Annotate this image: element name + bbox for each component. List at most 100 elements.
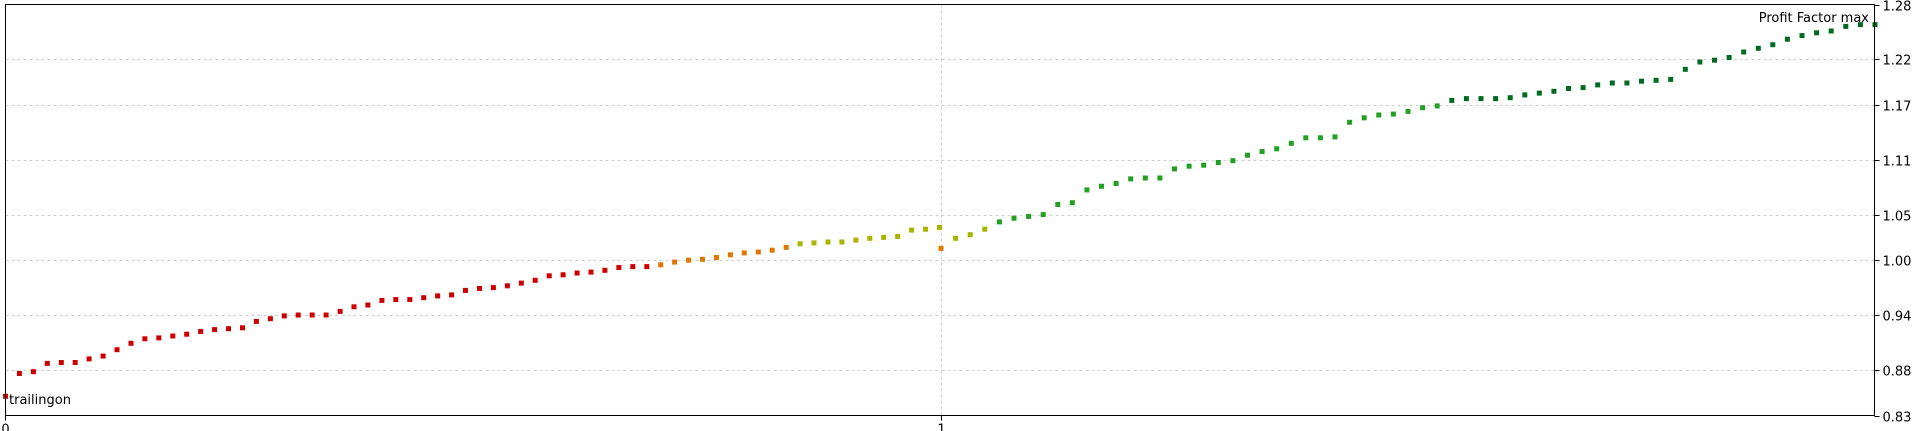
- data-point: [982, 226, 988, 232]
- data-point: [1653, 77, 1659, 83]
- x-tick-label: 1: [937, 423, 945, 431]
- data-point: [1405, 108, 1411, 114]
- data-point: [142, 336, 148, 342]
- data-point: [156, 335, 162, 341]
- data-point: [1259, 149, 1265, 154]
- data-point: [839, 239, 845, 245]
- data-point: [1857, 22, 1863, 28]
- data-point: [44, 360, 50, 366]
- data-point: [1478, 96, 1484, 102]
- data-point: [1128, 176, 1134, 182]
- data-point: [1668, 76, 1674, 82]
- data-point: [1843, 23, 1849, 29]
- data-point: [1172, 166, 1177, 172]
- data-point: [212, 327, 218, 333]
- data-point: [1288, 140, 1294, 146]
- y-tick-label: 1.11: [1883, 155, 1912, 170]
- data-point: [853, 237, 859, 243]
- data-point: [184, 331, 190, 337]
- data-point: [825, 239, 831, 245]
- data-point: [421, 295, 427, 301]
- data-point: [895, 234, 901, 239]
- data-point: [1186, 163, 1192, 169]
- data-point: [1551, 88, 1557, 94]
- data-point: [240, 325, 245, 331]
- y-tick-label: 0.83: [1883, 411, 1912, 426]
- x-tick-label: 0: [1, 423, 9, 431]
- data-point: [769, 247, 775, 253]
- data-point: [700, 256, 705, 262]
- data-point: [630, 264, 636, 270]
- data-point: [1536, 90, 1542, 96]
- data-point: [1449, 97, 1455, 103]
- grid-lines: [5, 4, 1875, 416]
- data-point: [1697, 59, 1703, 65]
- data-point: [546, 273, 552, 279]
- data-point: [1361, 115, 1367, 121]
- data-point: [1814, 30, 1820, 36]
- data-point: [86, 356, 92, 362]
- data-point: [267, 316, 273, 322]
- data-point: [379, 297, 385, 303]
- data-point: [1755, 45, 1761, 51]
- data-point: [881, 234, 887, 240]
- data-point: [1507, 95, 1513, 101]
- data-point: [1639, 78, 1644, 84]
- data-point: [1113, 181, 1119, 186]
- data-point: [1682, 66, 1688, 72]
- data-point: [1434, 103, 1440, 109]
- data-point: [1522, 92, 1528, 98]
- data-point: [1741, 49, 1747, 55]
- data-point: [1215, 160, 1221, 165]
- y-tick-label: 1.28: [1883, 0, 1912, 15]
- data-point: [323, 312, 329, 318]
- data-point: [1026, 213, 1032, 219]
- data-point: [714, 255, 719, 260]
- data-point: [811, 240, 817, 246]
- data-point: [797, 241, 803, 247]
- data-point: [1493, 96, 1499, 102]
- data-point: [1084, 187, 1090, 193]
- data-point: [937, 224, 942, 230]
- data-point: [490, 285, 496, 291]
- data-point: [1799, 33, 1805, 39]
- data-point: [1580, 85, 1586, 91]
- data-point: [1245, 152, 1250, 158]
- data-point: [1770, 42, 1776, 48]
- data-point: [1726, 55, 1732, 60]
- data-point: [198, 329, 204, 334]
- y-tick-label: 1.05: [1883, 210, 1912, 225]
- data-point: [1142, 175, 1148, 181]
- data-point: [1463, 96, 1469, 102]
- y-tick-label: 0.94: [1883, 310, 1912, 325]
- data-point: [741, 250, 747, 256]
- data-point: [532, 277, 538, 283]
- data-point: [574, 270, 580, 276]
- data-point: [1274, 146, 1280, 152]
- data-point: [909, 227, 915, 233]
- data-point: [867, 235, 873, 241]
- data-point: [16, 371, 22, 376]
- data-point: [449, 292, 455, 298]
- data-point: [128, 340, 134, 346]
- data-point: [72, 360, 78, 365]
- data-point: [644, 264, 650, 270]
- data-point: [967, 232, 973, 238]
- data-points: [3, 22, 1878, 399]
- data-point: [393, 297, 399, 302]
- data-point: [1011, 215, 1017, 221]
- data-point: [1609, 80, 1615, 86]
- data-point: [1390, 111, 1396, 117]
- data-point: [1624, 80, 1630, 86]
- data-point: [658, 262, 664, 268]
- data-point: [953, 235, 959, 241]
- data-point: [1595, 82, 1601, 88]
- data-point: [1712, 57, 1717, 63]
- data-point: [727, 252, 733, 258]
- data-point: [253, 318, 259, 324]
- data-point: [518, 280, 524, 286]
- data-point: [1828, 28, 1834, 34]
- data-point: [30, 369, 36, 375]
